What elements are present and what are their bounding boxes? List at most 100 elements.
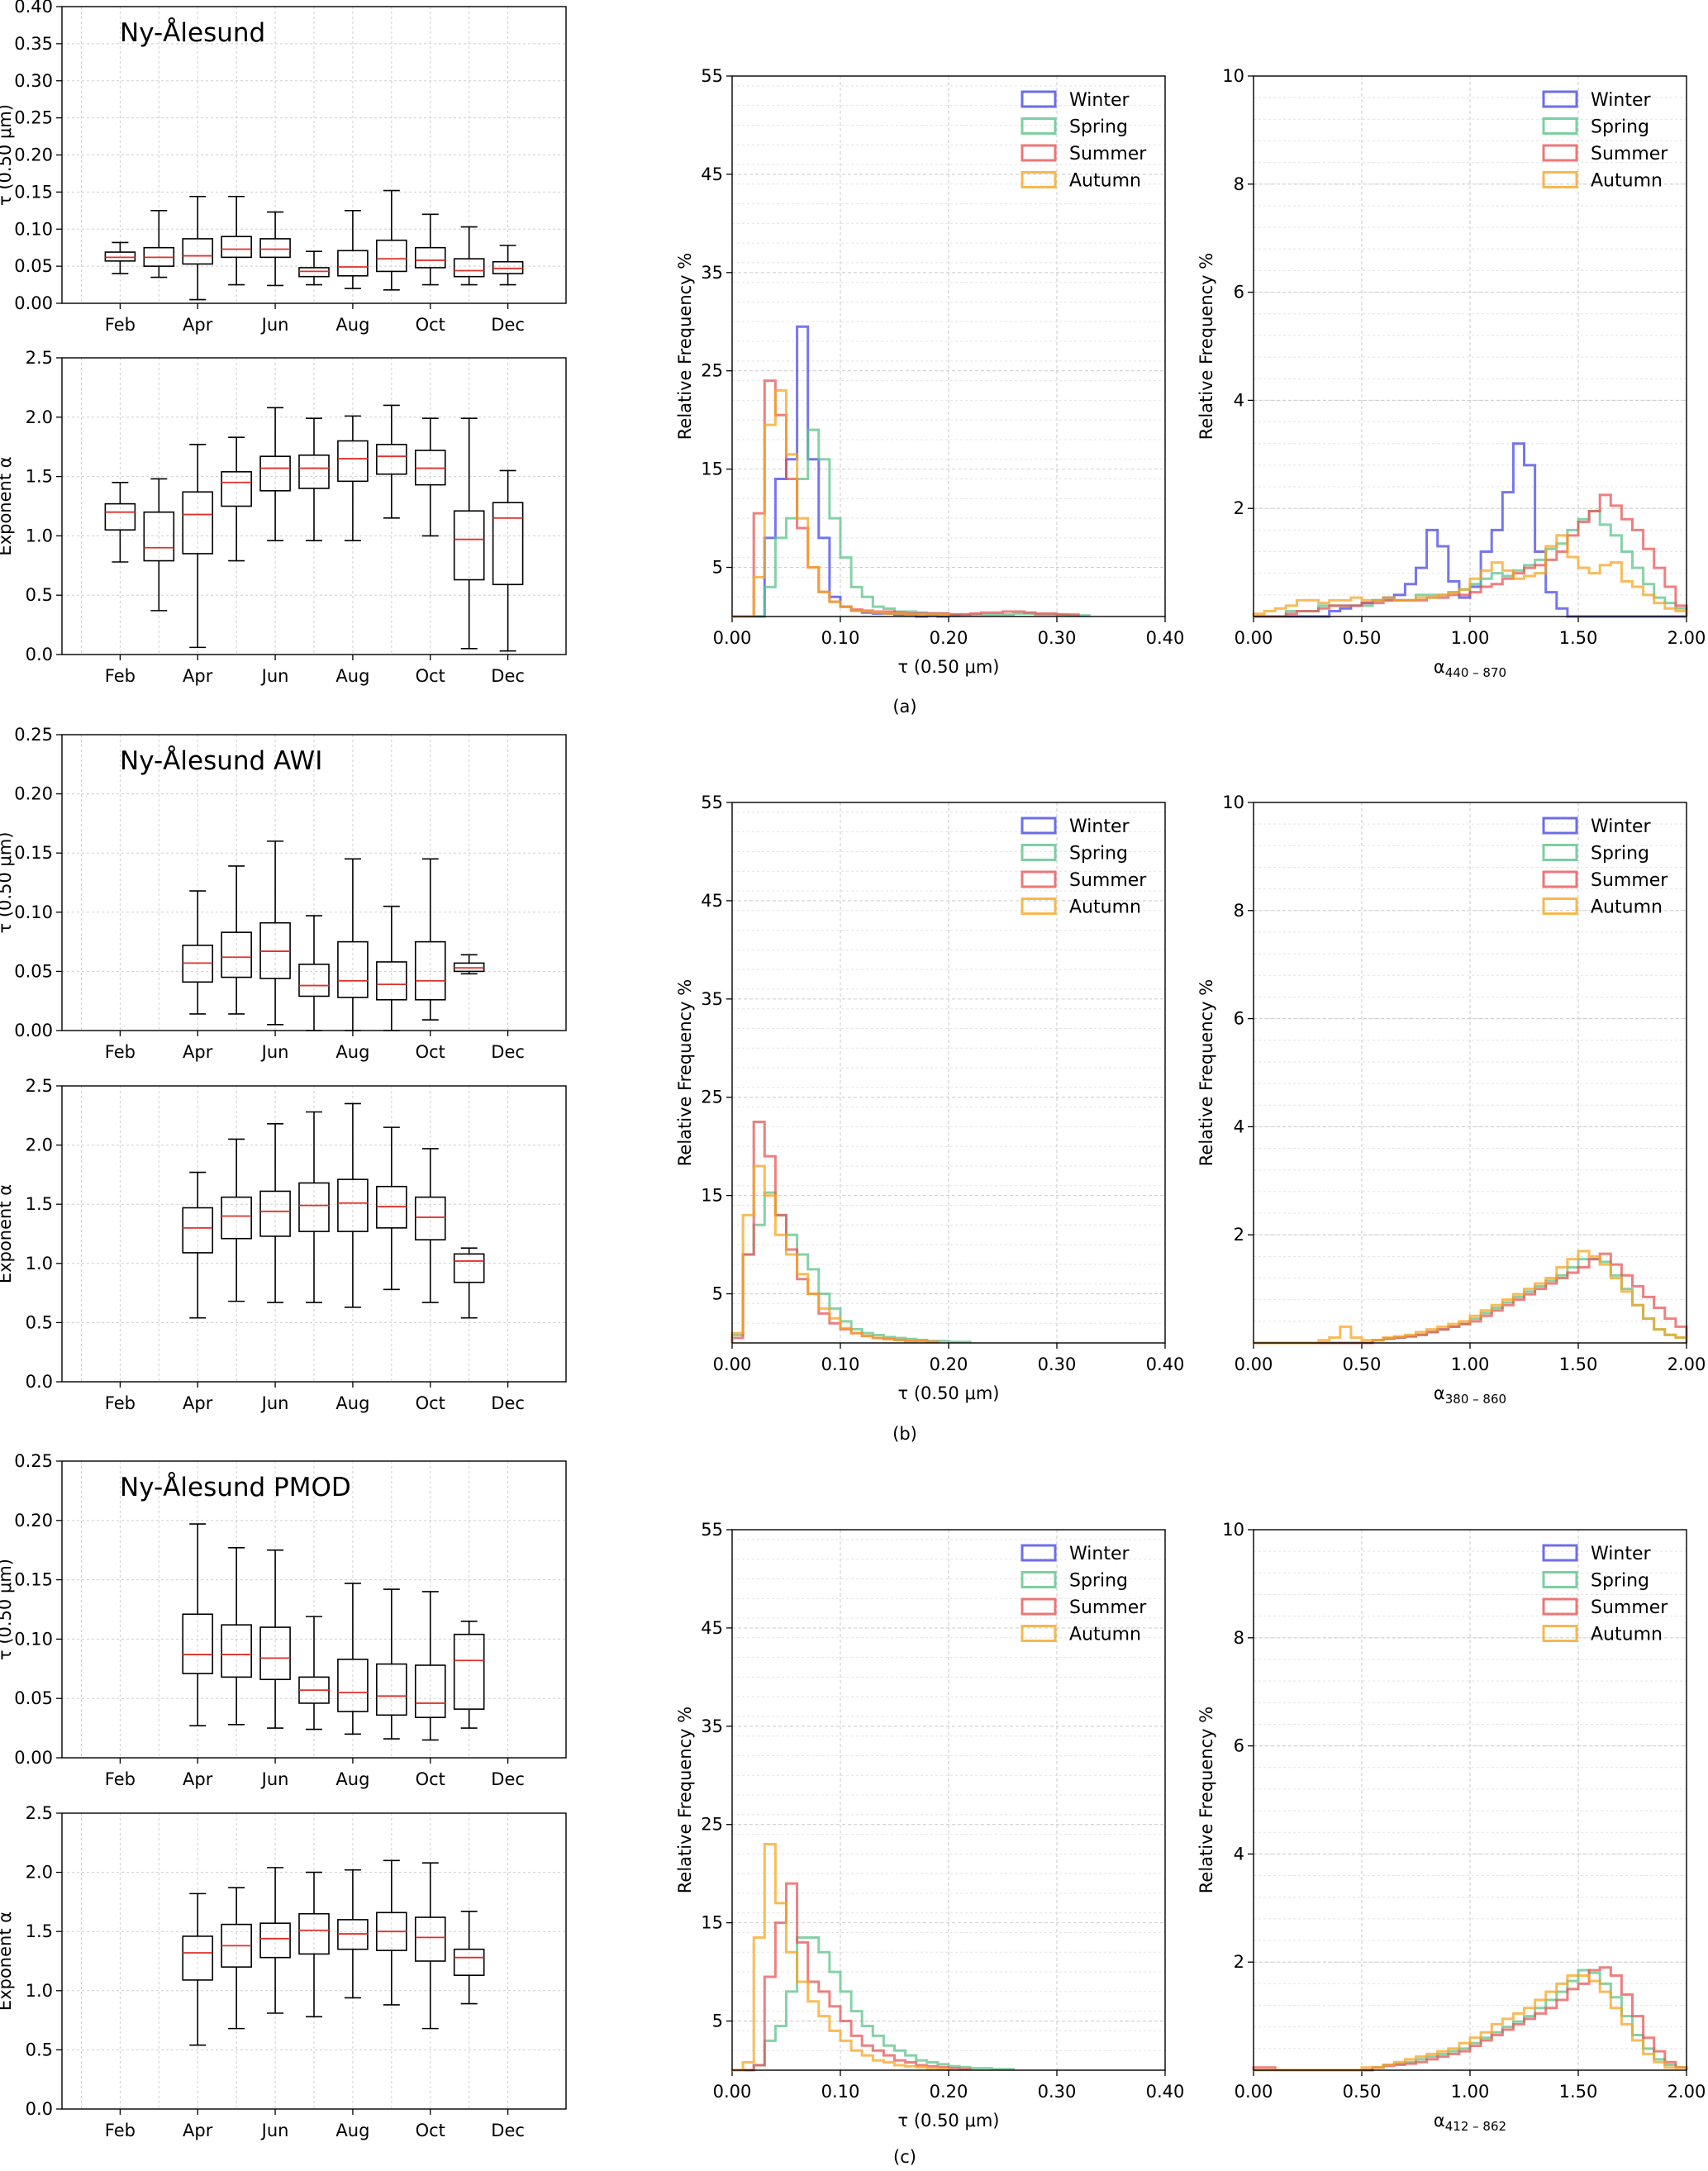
y-tick-label: 0.05 <box>14 1688 53 1708</box>
box-month-5 <box>259 1549 291 1729</box>
legend: Winter Spring Summer Autumn <box>1021 90 1147 192</box>
y-tick-label: 0.0 <box>26 2099 53 2119</box>
box-month-9 <box>414 1591 446 1741</box>
month-tick-label: Apr <box>183 2121 213 2140</box>
y-tick-label: 0.10 <box>14 219 53 239</box>
month-tick-label: Dec <box>491 315 525 335</box>
y-tick-label: 15 <box>701 1186 723 1206</box>
box-month-10 <box>453 954 485 975</box>
legend-swatch-autumn <box>1021 897 1057 915</box>
y-tick-label: 10 <box>1222 66 1244 86</box>
box-month-8 <box>376 404 407 519</box>
legend-label-summer: Summer <box>1591 870 1668 891</box>
month-tick-label: Oct <box>416 315 445 335</box>
y-tick-label: 0.5 <box>26 2040 53 2059</box>
y-tick-label: 4 <box>1234 390 1244 410</box>
y-tick-label: 0.00 <box>14 1021 53 1040</box>
x-tick-label: 0.20 <box>930 1354 968 1374</box>
legend-swatch-summer <box>1542 870 1578 888</box>
axes-frame <box>61 1085 567 1383</box>
month-tick-label: Dec <box>491 1393 525 1413</box>
y-tick-label: 45 <box>701 164 723 184</box>
box-month-5 <box>259 1867 291 2014</box>
y-tick-label: 0.0 <box>26 645 53 664</box>
box-month-8 <box>376 1859 407 2006</box>
box-iqr <box>143 511 175 562</box>
x-tick-label: 2.00 <box>1668 1354 1706 1374</box>
y-tick-label: 10 <box>1222 1520 1244 1540</box>
month-tick-label: Aug <box>335 666 369 686</box>
y-tick-label: 0.30 <box>14 71 53 91</box>
y-tick-label: 4 <box>1234 1116 1244 1136</box>
x-tick-label: 0.50 <box>1343 628 1382 648</box>
box-month-6 <box>298 1871 330 2018</box>
month-tick-label: Aug <box>335 1393 369 1413</box>
month-tick-label: Oct <box>416 1769 445 1789</box>
box-iqr <box>259 455 291 492</box>
x-tick-label: 0.20 <box>930 628 968 648</box>
y-tick-label: 15 <box>701 1913 723 1933</box>
axes-frame <box>731 75 1166 617</box>
y-tick-label: 15 <box>701 459 723 479</box>
month-tick-label: Apr <box>183 1769 213 1789</box>
legend-label-summer: Summer <box>1591 1597 1668 1618</box>
y-axis-label: Exponent α <box>0 1184 15 1283</box>
box-month-3 <box>182 195 214 301</box>
month-tick-label: Apr <box>183 1393 213 1413</box>
box-month-1 <box>104 241 136 274</box>
box-iqr <box>453 1253 485 1283</box>
y-tick-label: 0.15 <box>14 843 53 863</box>
caption-a: (a) <box>892 697 916 717</box>
box-month-7 <box>337 210 369 289</box>
box-month-5 <box>259 407 291 541</box>
box-month-4 <box>221 1138 252 1302</box>
legend-swatch-spring <box>1542 117 1578 135</box>
y-tick-label: 0.20 <box>14 1511 53 1531</box>
y-tick-label: 4 <box>1234 1844 1244 1864</box>
box-iqr <box>453 510 485 581</box>
x-tick-label: 0.10 <box>821 628 860 648</box>
hist-series-autumn <box>732 389 950 618</box>
y-tick-label: 2 <box>1234 1225 1244 1245</box>
box-iqr <box>104 502 136 531</box>
x-axis-label: α412 – 862 <box>1434 2111 1506 2134</box>
y-tick-label: 25 <box>701 361 723 381</box>
box-month-3 <box>182 1523 214 1727</box>
histogram-hist_tau_c: 5 15 25 35 45 55 0.00 0.10 0.20 0.30 0.40 Winter Spr… <box>675 1520 1184 2131</box>
box-month-11 <box>492 245 524 286</box>
month-tick-label: Aug <box>335 2121 369 2140</box>
y-tick-label: 6 <box>1234 1009 1244 1029</box>
box-iqr <box>414 940 446 1001</box>
box-iqr <box>221 1624 252 1678</box>
x-tick-label: 0.40 <box>1146 2082 1185 2102</box>
month-tick-label: Feb <box>105 1042 136 1062</box>
legend-label-winter: Winter <box>1069 817 1130 837</box>
x-tick-label: 0.30 <box>1038 1354 1077 1374</box>
box-iqr <box>182 1935 214 1981</box>
legend-swatch-winter <box>1542 90 1578 108</box>
box-month-3 <box>182 444 214 649</box>
hist-series-autumn <box>1254 1250 1688 1345</box>
box-month-2 <box>143 478 175 612</box>
y-tick-label: 8 <box>1234 901 1244 921</box>
legend: Winter Spring Summer Autumn <box>1542 817 1668 918</box>
month-tick-label: Apr <box>183 666 213 686</box>
box-month-2 <box>143 210 175 279</box>
legend-label-winter: Winter <box>1069 1544 1130 1564</box>
month-tick-label: Dec <box>491 2121 525 2140</box>
caption-c: (c) <box>893 2147 916 2167</box>
box-month-6 <box>298 1111 330 1303</box>
hist-series-summer <box>732 1882 972 2072</box>
box-iqr <box>221 471 252 507</box>
alpha-subscript: 380 – 860 <box>1445 1392 1506 1407</box>
month-tick-label: Feb <box>105 1393 136 1413</box>
legend-label-spring: Spring <box>1591 1571 1649 1592</box>
legend-label-spring: Spring <box>1069 844 1128 864</box>
alpha-symbol: α <box>1434 1383 1445 1403</box>
histogram-hist_alpha_b: 2 4 6 8 10 0.00 0.50 1.00 1.50 2.00 Winter Spring Su… <box>1197 793 1706 1407</box>
box-month-11 <box>492 469 524 652</box>
legend-swatch-summer <box>1021 1597 1057 1616</box>
legend-label-spring: Spring <box>1069 117 1128 138</box>
box-month-8 <box>376 1588 407 1740</box>
x-tick-label: 0.00 <box>1235 628 1273 648</box>
